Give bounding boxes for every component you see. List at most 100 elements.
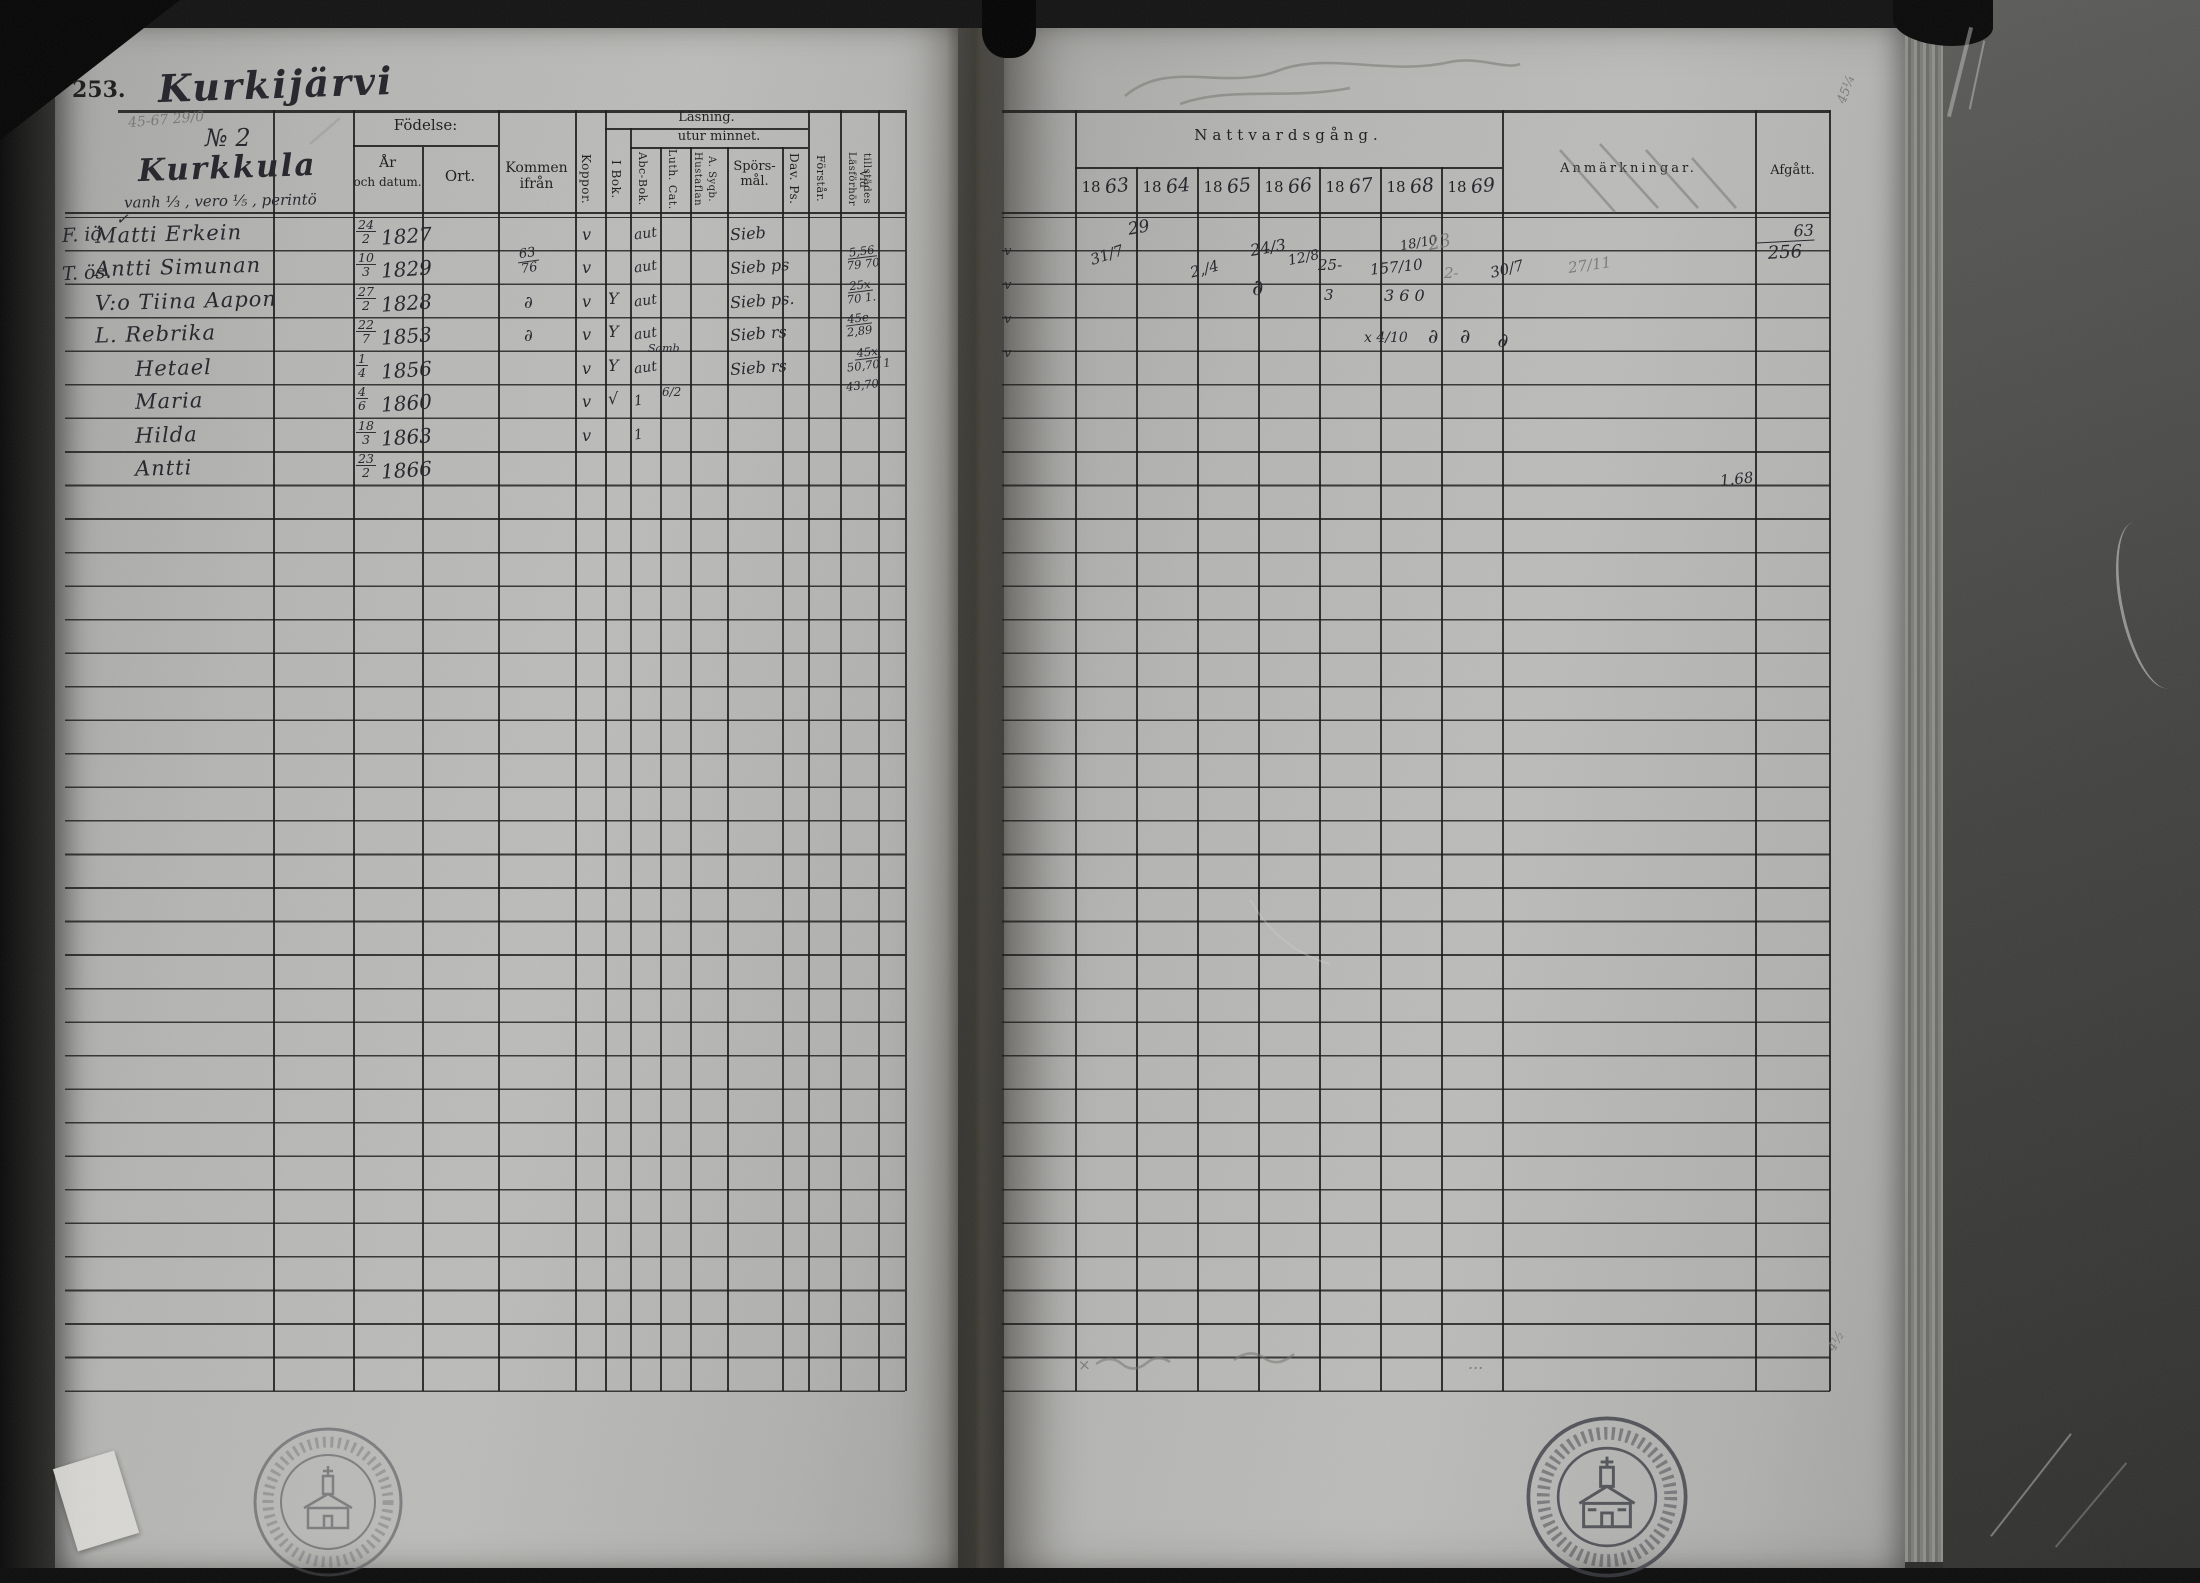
year-prefix: 18 (1447, 178, 1472, 196)
year-header-cell: 18 67 (1319, 174, 1380, 198)
lasforhor-fraction: 45x 50,70 1 (845, 343, 891, 375)
header-ar: År (379, 155, 396, 171)
member-name: Hetael (134, 354, 213, 381)
year-header-cell: 18 69 (1441, 174, 1502, 198)
grid-vline (905, 110, 907, 1391)
abc-mark: aut (632, 291, 659, 311)
birth-day: 23 (356, 451, 376, 467)
birth-year: 1827 (380, 221, 433, 250)
header-sporsmal: Spörs-mål. (733, 159, 776, 189)
kommen-mark: ∂ (524, 292, 533, 313)
birth-day: 24 (356, 216, 376, 232)
church-icon (303, 1466, 353, 1530)
title-script: Kurkijärvi (157, 57, 395, 112)
header-abc-bok: Abc-Bok. (636, 152, 649, 206)
koppor-mark: v (582, 325, 592, 345)
koppor-mark: v (582, 224, 592, 244)
year-prefix: 18 (1081, 178, 1106, 196)
communion-mark: ∂ (1460, 324, 1471, 348)
communion-mark: v (1004, 278, 1012, 293)
grid-hline (630, 147, 808, 149)
year-suffix-script: 68 (1409, 173, 1436, 199)
grid-hline (1002, 212, 1830, 214)
lasforhor-bottom: 2,89 (846, 322, 874, 340)
member-name: Antti Simunan (94, 252, 262, 282)
kommen-fraction: 63 76 (516, 245, 540, 277)
ibok-mark: Y (608, 355, 619, 375)
margin-note: T. ös. (61, 260, 112, 286)
birth-date-fraction: 18 3 (356, 419, 376, 446)
birth-day: 1 (356, 350, 368, 366)
birth-year: 1866 (380, 456, 433, 485)
header-a-symb: A. Syqb. (706, 155, 717, 203)
birth-year: 1828 (380, 288, 433, 317)
family-name-script: Kurkkula (137, 146, 318, 190)
header-fodelse: Födelse: (393, 116, 458, 134)
kommen-bottom: 76 (520, 259, 539, 277)
birth-date-fraction: 24 2 (356, 216, 376, 245)
photo-right-background (1943, 0, 2200, 1583)
header-koppor: Koppor. (579, 153, 593, 205)
header-luth-cat: Luth. Cat. (666, 148, 679, 210)
ibok-mark: √ (608, 389, 619, 409)
year-prefix: 18 (1386, 178, 1411, 196)
birth-month: 2 (361, 297, 370, 313)
birth-month: 7 (361, 331, 370, 347)
header-i-bok: I Bok. (609, 159, 623, 199)
header-anmarkningar: Anmärkningar. (1560, 161, 1697, 176)
lasforhor-fraction: 25x 70 1. (845, 276, 877, 307)
koppor-mark: v (582, 358, 592, 378)
birth-date-fraction: 23 2 (356, 451, 376, 480)
communion-mark: 2- (1444, 264, 1459, 282)
header-tillstades: tillstädes (861, 153, 872, 205)
left-parish-stamp (253, 1427, 403, 1577)
year-prefix: 18 (1142, 178, 1167, 196)
sporsmal-mark: Sieb rs (729, 355, 788, 379)
grid-hline (65, 212, 905, 214)
abc-mark: aut (632, 257, 659, 277)
year-header-cell: 18 63 (1075, 174, 1136, 198)
communion-mark: ∂ (1252, 276, 1264, 301)
right-parish-stamp (1526, 1416, 1688, 1578)
birth-year: 1860 (380, 389, 433, 417)
communion-mark: 29 (1126, 216, 1152, 240)
header-utur-minnet: utur minnet. (677, 129, 761, 144)
header-ort: Ort. (444, 167, 476, 185)
ibok-mark: Y (608, 322, 619, 342)
birth-day: 18 (356, 417, 376, 433)
communion-mark: v (1004, 312, 1012, 327)
grid-hline (1075, 167, 1502, 169)
subtitle-script: vanh ⅓ , vero ⅕ , perintö (123, 190, 317, 212)
communion-mark: v (1004, 346, 1012, 361)
member-name: V:o Tiina Aapon (94, 286, 278, 315)
grid-hline (353, 145, 498, 147)
birth-day: 22 (356, 317, 376, 333)
abc-mark: aut (632, 224, 659, 244)
header-lasning: Läsning. (678, 110, 735, 125)
lasforhor-bottom: 70 1. (846, 288, 877, 307)
header-afgatt: Afgått. (1770, 163, 1815, 178)
member-name: Matti Erkein (94, 219, 243, 248)
birth-date-fraction: 10 3 (356, 251, 376, 278)
grid-hline (1002, 110, 1830, 113)
kommen-mark: ∂ (524, 326, 533, 347)
stamp-ring-text (262, 1436, 394, 1568)
photo-left-border (0, 0, 55, 1583)
sporsmal-mark: Sieb (729, 222, 767, 244)
communion-mark: 3 6 0 (1384, 286, 1425, 305)
birth-month: 3 (361, 264, 370, 280)
sporsmal-mark: Sieb ps. (729, 288, 796, 312)
birth-day: 10 (356, 250, 376, 266)
fold-notch (982, 0, 1036, 58)
margin-note: F. iö (61, 222, 103, 248)
afgatt-entry: 63 256 (1755, 220, 1815, 264)
communion-mark: ... (1468, 1354, 1484, 1373)
header-kommen-ifran: Kommen ifrån (505, 160, 568, 193)
page-number: 253. (72, 77, 126, 103)
church-icon (1578, 1456, 1636, 1529)
communion-mark: 1.68 (1719, 468, 1755, 490)
birth-year: 1863 (380, 423, 433, 451)
